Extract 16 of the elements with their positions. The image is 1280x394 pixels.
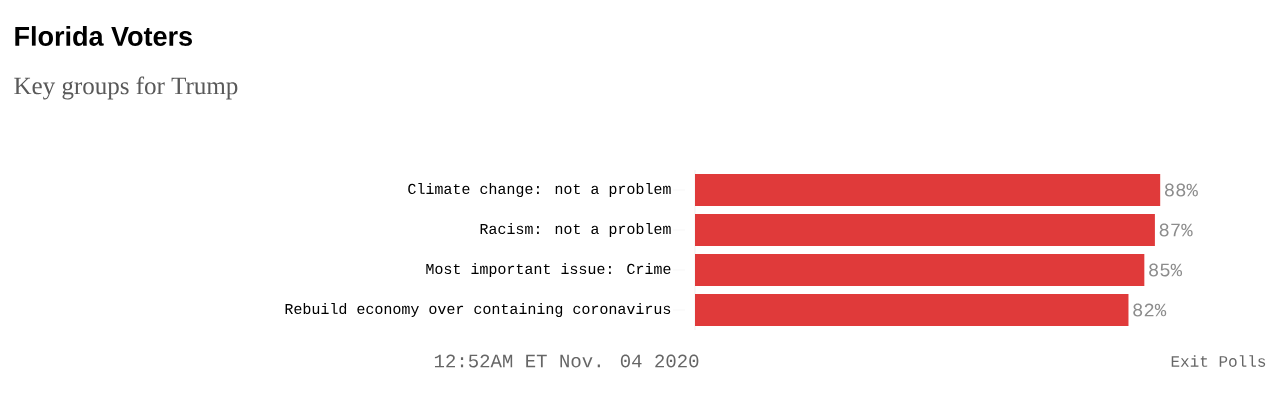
- bar: [695, 254, 1145, 286]
- text: Key groups for Trump: [14, 76, 238, 100]
- text: Exit Polls: [1171, 355, 1266, 367]
- data-label: 85%: [1149, 263, 1183, 277]
- y-tick-label: Climate change: not a problem: [408, 183, 671, 197]
- data-label: 88%: [1164, 183, 1198, 197]
- bar: [695, 294, 1129, 326]
- y-tick-label: Rebuild economy over containing coronavirus: [285, 303, 671, 317]
- y-tick-label: Most important issue: Crime: [426, 263, 671, 277]
- y-tick-label: Racism: not a problem: [480, 223, 671, 237]
- text: 12:52AM ET Nov. 04 2020: [434, 354, 699, 368]
- data-label: 82%: [1133, 303, 1167, 317]
- bar: [695, 214, 1155, 246]
- data-label: 87%: [1159, 223, 1193, 237]
- bar: [695, 174, 1161, 206]
- text: Florida Voters: [15, 26, 192, 46]
